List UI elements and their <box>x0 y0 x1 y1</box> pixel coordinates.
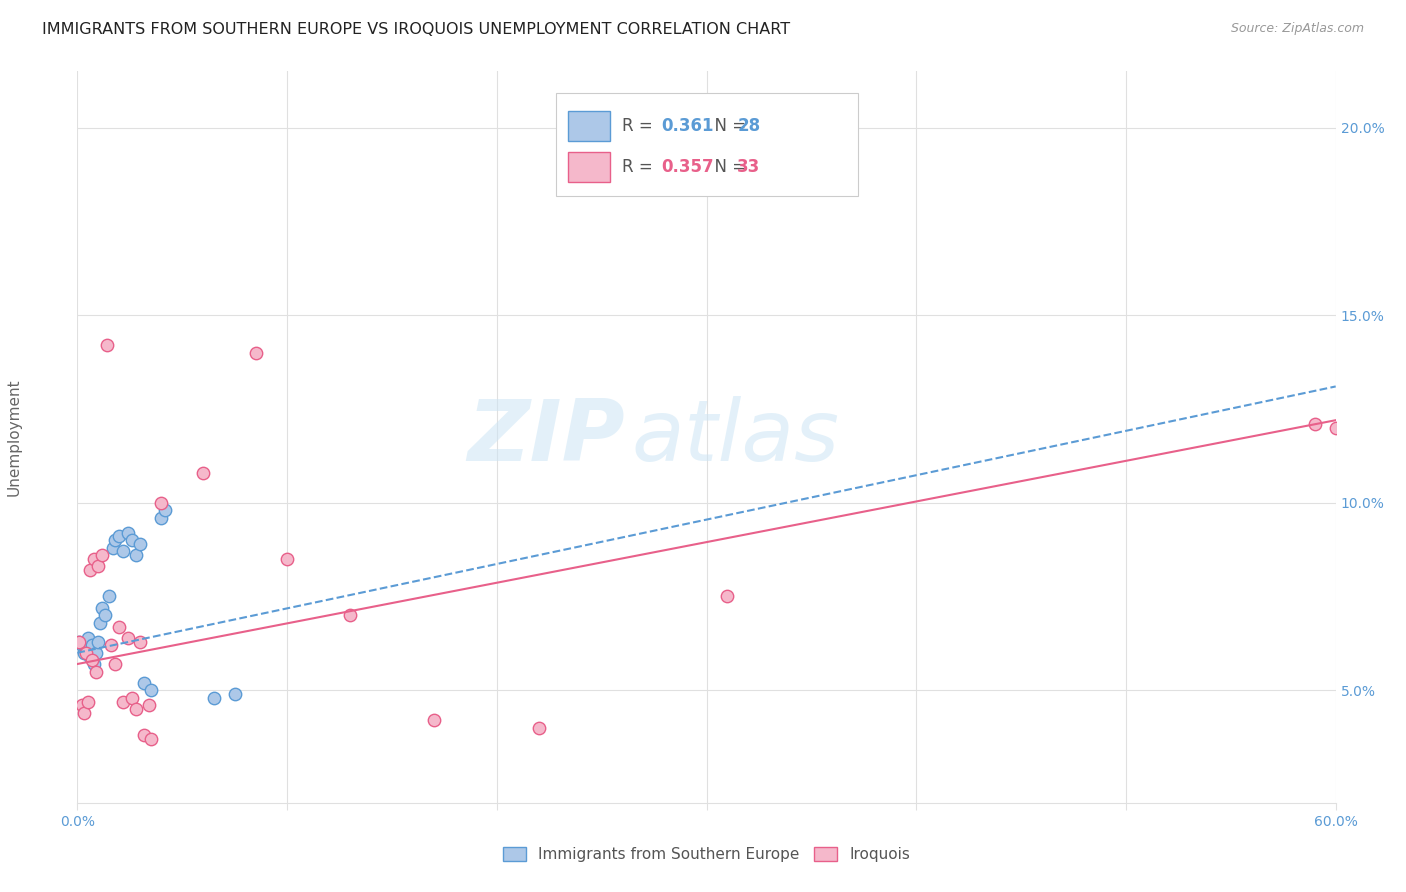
Point <box>129 537 152 551</box>
Point <box>1303 417 1326 431</box>
Text: N =: N = <box>703 117 751 135</box>
Point <box>104 657 127 671</box>
Text: R =: R = <box>621 117 658 135</box>
Point <box>191 466 215 480</box>
Point <box>79 649 101 664</box>
Text: 33: 33 <box>737 158 761 176</box>
Point <box>112 694 135 708</box>
Point <box>84 665 107 679</box>
Point <box>96 338 118 352</box>
Point <box>108 529 131 543</box>
Point <box>79 563 101 577</box>
Point <box>121 533 143 548</box>
Point <box>245 345 267 359</box>
Point <box>129 634 152 648</box>
Point <box>91 600 114 615</box>
Point <box>150 510 173 524</box>
Point <box>139 683 162 698</box>
Legend: Immigrants from Southern Europe, Iroquois: Immigrants from Southern Europe, Iroquoi… <box>496 841 917 868</box>
Point <box>91 548 114 562</box>
Point <box>67 634 90 648</box>
Point <box>117 525 139 540</box>
Point <box>117 631 139 645</box>
Text: Source: ZipAtlas.com: Source: ZipAtlas.com <box>1230 22 1364 36</box>
Point <box>224 687 246 701</box>
Point <box>276 552 298 566</box>
Point <box>67 634 90 648</box>
Point <box>423 713 446 727</box>
Point <box>134 675 156 690</box>
Point <box>72 706 94 720</box>
Point <box>125 548 148 562</box>
Point <box>75 646 97 660</box>
Point <box>138 698 160 713</box>
Point <box>155 503 177 517</box>
Point <box>112 544 135 558</box>
Point <box>150 496 173 510</box>
Text: N =: N = <box>703 158 751 176</box>
Point <box>139 732 162 747</box>
Point <box>80 653 103 667</box>
Point <box>83 657 105 671</box>
Point <box>87 559 110 574</box>
Point <box>104 533 127 548</box>
Text: 0.357: 0.357 <box>661 158 714 176</box>
Point <box>97 590 120 604</box>
Text: 0.361: 0.361 <box>661 117 714 135</box>
Point <box>527 721 550 735</box>
Point <box>83 552 105 566</box>
Text: atlas: atlas <box>631 395 839 479</box>
Point <box>339 608 361 623</box>
Point <box>100 638 122 652</box>
Point <box>1324 420 1347 434</box>
Text: R =: R = <box>621 158 658 176</box>
Text: IMMIGRANTS FROM SOUTHERN EUROPE VS IROQUOIS UNEMPLOYMENT CORRELATION CHART: IMMIGRANTS FROM SOUTHERN EUROPE VS IROQU… <box>42 22 790 37</box>
Point <box>93 608 115 623</box>
Point <box>121 690 143 705</box>
Point <box>76 631 98 645</box>
Point <box>75 642 97 657</box>
Point <box>89 615 111 630</box>
Point <box>716 590 738 604</box>
Point <box>80 638 103 652</box>
Point <box>101 541 124 555</box>
Text: 28: 28 <box>737 117 761 135</box>
Point <box>76 694 98 708</box>
Point <box>70 698 93 713</box>
Y-axis label: Unemployment: Unemployment <box>7 378 21 496</box>
Point <box>108 619 131 633</box>
Point <box>70 638 93 652</box>
Point <box>134 728 156 742</box>
Point <box>125 702 148 716</box>
Point <box>87 634 110 648</box>
Point <box>84 646 107 660</box>
Text: ZIP: ZIP <box>467 395 624 479</box>
Point <box>202 690 225 705</box>
Point <box>72 646 94 660</box>
